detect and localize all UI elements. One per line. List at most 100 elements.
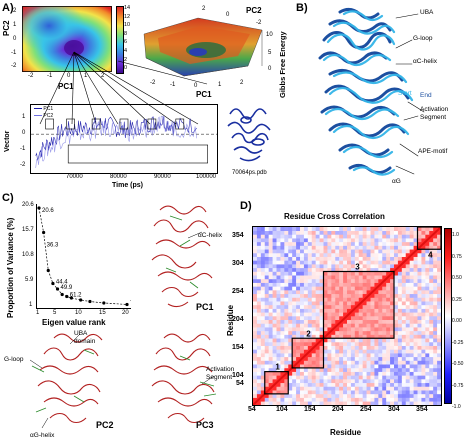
- heatmap-cell: [354, 316, 360, 321]
- heatmap-cell: [253, 386, 258, 391]
- heatmap-cell: [276, 230, 281, 235]
- heatmap-cell: [358, 349, 363, 354]
- heatmap-cell: [272, 371, 277, 376]
- heatmap-cell: [354, 286, 360, 291]
- heatmap-cell: [405, 319, 410, 324]
- heatmap-cell: [390, 312, 395, 317]
- heatmap-cell: [362, 227, 367, 232]
- heatmap-cell: [425, 230, 430, 235]
- heatmap-cell: [374, 282, 379, 287]
- heatmap-cell: [374, 386, 379, 391]
- heatmap-cell: [272, 338, 277, 343]
- heatmap-cell: [272, 271, 277, 276]
- heatmap-cell: [437, 390, 441, 395]
- heatmap-cell: [331, 282, 336, 287]
- heatmap-cell: [253, 234, 258, 239]
- heatmap-cell: [319, 364, 324, 369]
- heatmap-cell: [319, 245, 324, 250]
- heatmap-cell: [362, 282, 367, 287]
- heatmap-cell: [264, 360, 269, 365]
- heatmap-cell: [253, 323, 258, 328]
- heatmap-cell: [307, 371, 313, 376]
- heatmap-cell: [339, 278, 344, 283]
- pc2-name: PC2: [96, 420, 114, 430]
- heatmap-cell: [276, 286, 281, 291]
- heatmap-cell: [394, 264, 399, 269]
- heatmap-cell: [303, 249, 309, 254]
- heatmap-cell: [339, 267, 344, 272]
- heatmap-cell: [339, 282, 344, 287]
- heatmap-cell: [276, 275, 281, 280]
- heatmap-cell: [272, 238, 277, 243]
- heatmap-cell: [437, 267, 441, 272]
- heatmap-cell: [437, 308, 441, 313]
- heatmap-cell: [339, 252, 344, 257]
- heatmap-cell: [272, 290, 277, 295]
- heatmap-cell: [256, 230, 262, 235]
- heatmap-cell: [433, 260, 438, 265]
- heatmap-cell: [303, 308, 309, 313]
- heatmap-cell: [374, 356, 379, 361]
- heatmap-cell: [307, 330, 313, 335]
- heatmap-cell: [260, 271, 266, 276]
- heatmap-cell: [339, 353, 344, 358]
- heatmap-cell: [303, 278, 309, 283]
- heatmap-cell: [390, 308, 395, 313]
- heatmap-cell: [296, 382, 301, 387]
- heatmap-xtick-254: 254: [360, 406, 372, 413]
- heatmap-cell: [292, 401, 297, 405]
- heatmap-cell: [323, 338, 328, 343]
- heatmap-cell: [409, 234, 414, 239]
- heatmap-cell: [386, 271, 391, 276]
- heatmap-cell: [323, 260, 328, 265]
- heatmap-cell: [284, 290, 289, 295]
- heatmap-cell: [405, 301, 410, 306]
- heatmap-cell: [429, 397, 434, 402]
- heatmap-cell: [284, 327, 289, 332]
- heatmap-cell: [327, 230, 332, 235]
- heatmap-cell: [264, 316, 269, 321]
- heatmap-cell: [268, 367, 273, 372]
- heatmap-cell: [292, 386, 297, 391]
- heatmap-cell: [300, 301, 305, 306]
- heatmap-cell: [390, 367, 395, 372]
- heatmap-cell: [347, 371, 352, 376]
- heatmap-cell: [300, 271, 305, 276]
- heatmap-cell: [405, 316, 410, 321]
- heatmap-cell: [347, 349, 352, 354]
- heatmap-cell: [413, 316, 418, 321]
- heatmap-cell: [307, 382, 313, 387]
- heatmap-cell: [288, 364, 293, 369]
- pc3-ribbon-svg: [151, 333, 217, 424]
- heatmap-cell: [339, 375, 344, 380]
- heatmap-cell: [276, 323, 281, 328]
- heatmap-cell: [296, 327, 301, 332]
- heatmap-cell: [276, 256, 281, 261]
- heatmap-cell: [319, 341, 324, 346]
- heatmap-cell: [347, 234, 352, 239]
- heatmap-cell: [307, 375, 313, 380]
- heatmap-cell: [378, 345, 383, 350]
- heatmap-cell: [327, 249, 332, 254]
- heatmap-cell: [429, 379, 434, 384]
- heatmap-cell: [437, 345, 441, 350]
- heatmap-title: Residue Cross Correlation: [284, 212, 385, 221]
- heatmap-cell: [339, 341, 344, 346]
- heatmap-cell: [354, 349, 360, 354]
- heatmap-cell: [394, 271, 399, 276]
- heatmap-cell: [417, 401, 422, 405]
- heatmap-cell: [409, 241, 414, 246]
- heatmap-cell: [331, 401, 336, 405]
- heatmap-cell: [253, 397, 258, 402]
- heatmap-cell: [370, 393, 375, 398]
- heatmap-cell: [370, 323, 375, 328]
- heatmap-cell: [366, 241, 371, 246]
- heatmap-cell: [358, 286, 363, 291]
- heatmap-cell: [272, 379, 277, 384]
- heatmap-cell: [343, 367, 348, 372]
- heatmap-cell: [433, 349, 438, 354]
- heatmap-cell: [374, 319, 379, 324]
- variance-ytick-5: 1: [29, 302, 33, 308]
- heatmap-cell: [370, 338, 375, 343]
- heatmap-cell: [366, 278, 371, 283]
